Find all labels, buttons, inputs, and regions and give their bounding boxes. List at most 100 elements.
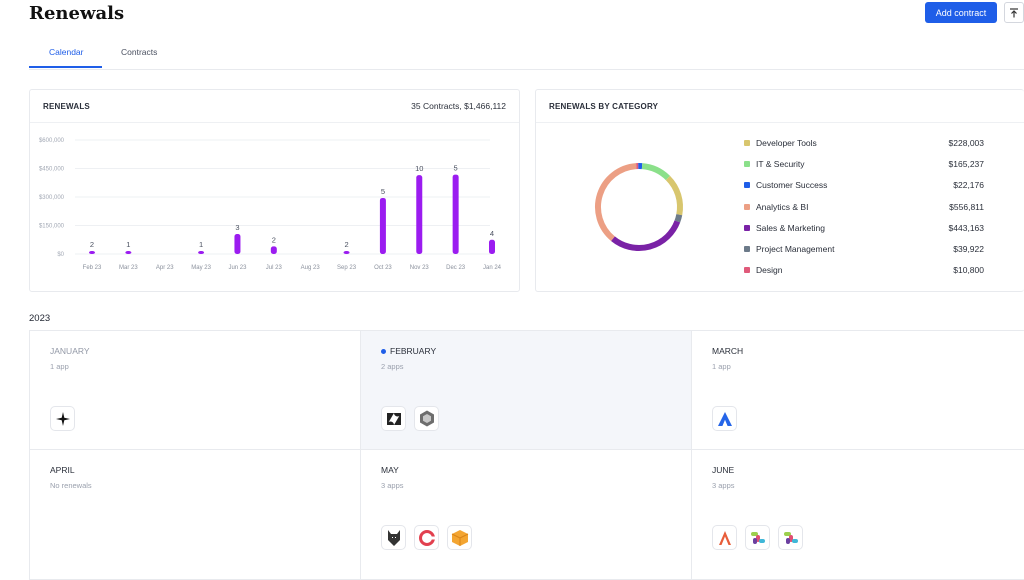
renewal-bar[interactable] xyxy=(343,251,350,254)
bar-count-label: 1 xyxy=(199,240,203,249)
atlassian-logo-icon[interactable] xyxy=(712,406,737,431)
legend-label: Design xyxy=(756,265,783,276)
month-app-count: 3 apps xyxy=(381,481,404,490)
c-ring-logo-icon[interactable] xyxy=(414,525,439,550)
renewal-bar[interactable] xyxy=(234,234,241,254)
legend-item: Analytics & BI $556,811 xyxy=(744,202,984,223)
renewal-bar[interactable] xyxy=(416,175,423,254)
legend-label: Sales & Marketing xyxy=(756,222,825,233)
legend-value: $10,800 xyxy=(953,265,984,276)
month-label: APRIL xyxy=(50,465,75,475)
month-cell-may[interactable]: MAY 3 apps xyxy=(361,450,692,580)
renewal-calendar: JANUARY 1 app FEBRUARY 2 apps MARCH 1 app APRI… xyxy=(29,330,1024,580)
bar-count-label: 5 xyxy=(381,187,385,196)
renewal-bar[interactable] xyxy=(489,239,495,254)
renewal-bar[interactable] xyxy=(379,197,386,254)
x-tick-label: Sep 23 xyxy=(337,265,357,271)
legend-swatch xyxy=(744,161,750,168)
month-apps xyxy=(712,525,803,550)
x-tick-label: Oct 23 xyxy=(374,265,392,271)
legend-label: Developer Tools xyxy=(756,138,817,148)
export-button[interactable] xyxy=(1004,2,1024,23)
arrow-logo-icon[interactable] xyxy=(712,525,737,550)
page-title: Renewals xyxy=(29,3,125,24)
legend-value: $228,003 xyxy=(948,138,984,148)
month-app-count: 3 apps xyxy=(712,481,735,490)
bar-count-label: 10 xyxy=(415,164,423,173)
bar-count-label: 3 xyxy=(235,223,239,232)
month-app-count: 1 app xyxy=(50,362,69,371)
bar-count-label: 2 xyxy=(272,235,276,244)
legend-value: $39,922 xyxy=(953,243,984,254)
legend-item: Sales & Marketing $443,163 xyxy=(744,223,984,244)
tab-calendar[interactable]: Calendar xyxy=(49,47,84,57)
category-legend: Developer Tools $228,003 IT & Security $165… xyxy=(744,138,984,286)
slack-logo-icon[interactable] xyxy=(778,525,803,550)
renewals-card: RENEWALS 35 Contracts, $1,466,112 $600,0… xyxy=(29,89,520,292)
upload-icon xyxy=(1010,7,1018,17)
x-tick-label: Jan 24 xyxy=(483,265,502,271)
wolf-logo-icon[interactable] xyxy=(381,525,406,550)
month-app-count: 1 app xyxy=(712,362,731,371)
slack-logo-icon[interactable] xyxy=(745,525,770,550)
month-cell-march[interactable]: MARCH 1 app xyxy=(692,331,1024,450)
month-name: FEBRUARY xyxy=(381,346,436,356)
month-app-count: 2 apps xyxy=(381,362,404,371)
category-card: RENEWALS BY CATEGORY Developer Tools $228… xyxy=(535,89,1024,292)
legend-swatch xyxy=(744,224,750,231)
legend-item: IT & Security $165,237 xyxy=(744,159,984,180)
renewals-card-header: RENEWALS 35 Contracts, $1,466,112 xyxy=(30,90,519,123)
year-label: 2023 xyxy=(29,313,51,324)
x-tick-label: Feb 23 xyxy=(83,265,102,271)
donut-slice[interactable] xyxy=(611,220,681,251)
legend-value: $556,811 xyxy=(949,201,984,212)
sparkle-logo-icon[interactable] xyxy=(50,406,75,431)
renewals-card-title: RENEWALS xyxy=(43,102,90,111)
box-logo-icon[interactable] xyxy=(447,525,472,550)
month-apps xyxy=(712,406,737,431)
month-cell-april[interactable]: APRIL No renewals xyxy=(30,450,361,580)
tab-contracts[interactable]: Contracts xyxy=(121,47,158,57)
renewals-summary: 35 Contracts, $1,466,112 xyxy=(411,101,506,111)
y-tick-label: $150,000 xyxy=(39,224,65,230)
y-tick-label: $0 xyxy=(57,252,64,258)
month-cell-june[interactable]: JUNE 3 apps xyxy=(692,450,1024,580)
renewal-bar[interactable] xyxy=(198,251,205,254)
category-card-header: RENEWALS BY CATEGORY xyxy=(536,90,1024,123)
bar-count-label: 2 xyxy=(344,240,348,249)
month-app-count: No renewals xyxy=(50,481,92,490)
renewal-bar[interactable] xyxy=(270,246,277,254)
month-label: FEBRUARY xyxy=(390,346,437,356)
month-cell-january[interactable]: JANUARY 1 app xyxy=(30,331,361,450)
donut-slice[interactable] xyxy=(674,214,683,223)
renewal-bar[interactable] xyxy=(452,174,459,254)
month-cell-february[interactable]: FEBRUARY 2 apps xyxy=(361,331,692,450)
legend-swatch xyxy=(744,267,750,274)
legend-swatch xyxy=(744,140,750,146)
donut-slice[interactable] xyxy=(595,163,637,241)
month-name: JUNE xyxy=(712,465,734,475)
month-label: MARCH xyxy=(712,346,744,356)
hexagon-logo-icon[interactable] xyxy=(414,406,439,431)
legend-swatch xyxy=(744,203,750,210)
month-apps xyxy=(381,525,472,550)
bar-count-label: 4 xyxy=(490,229,494,238)
month-name: MAY xyxy=(381,465,399,475)
donut-slice[interactable] xyxy=(665,175,683,216)
tab-bar: Calendar Contracts xyxy=(29,38,1024,70)
renewal-bar[interactable] xyxy=(125,251,132,254)
x-tick-label: Jun 23 xyxy=(228,265,247,271)
legend-value: $443,163 xyxy=(948,222,984,233)
donut-slice[interactable] xyxy=(641,163,671,181)
category-donut-chart xyxy=(595,163,683,251)
legend-item: Design $10,800 xyxy=(744,265,984,286)
legend-item: Project Management $39,922 xyxy=(744,244,984,265)
add-contract-button[interactable]: Add contract xyxy=(925,2,997,23)
zendesk-logo-icon[interactable] xyxy=(381,406,406,431)
renewal-bar[interactable] xyxy=(89,251,95,254)
legend-swatch xyxy=(744,182,750,189)
current-month-dot xyxy=(381,348,386,354)
x-tick-label: May 23 xyxy=(191,265,211,271)
legend-label: Customer Success xyxy=(756,180,828,191)
month-name: MARCH xyxy=(712,346,743,356)
